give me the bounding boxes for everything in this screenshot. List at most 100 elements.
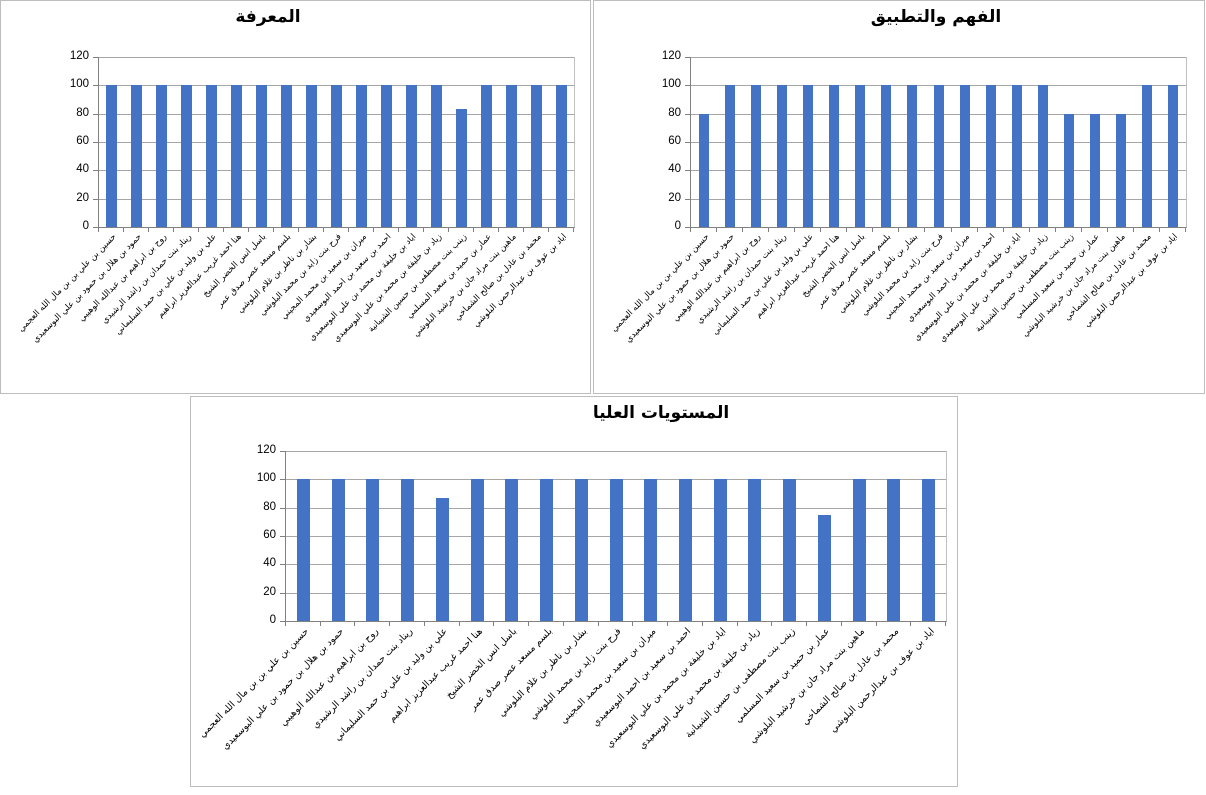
bar[interactable] — [456, 109, 467, 227]
bar[interactable] — [699, 113, 710, 227]
x-axis-tick — [690, 228, 691, 232]
bar[interactable] — [713, 479, 727, 621]
x-axis-tick — [248, 228, 249, 232]
bar[interactable] — [531, 85, 542, 227]
bar[interactable] — [206, 85, 217, 227]
bar[interactable] — [881, 85, 892, 227]
x-axis-tick — [123, 228, 124, 232]
x-axis-tick — [459, 622, 460, 626]
y-axis-label: 40 — [668, 163, 681, 175]
y-axis-tick — [280, 564, 285, 565]
y-axis-tick — [93, 85, 98, 86]
bar[interactable] — [106, 85, 117, 227]
bar[interactable] — [401, 479, 415, 621]
bar[interactable] — [331, 85, 342, 227]
y-axis-label: 80 — [668, 107, 681, 119]
x-axis-tick — [1003, 228, 1004, 232]
x-axis-tick — [398, 228, 399, 232]
bar[interactable] — [803, 85, 814, 227]
bar[interactable] — [481, 85, 492, 227]
bar[interactable] — [556, 85, 567, 227]
x-axis-tick — [1185, 228, 1186, 232]
bar[interactable] — [1011, 85, 1022, 227]
x-axis-tick — [794, 228, 795, 232]
bar[interactable] — [506, 85, 517, 227]
bar[interactable] — [922, 479, 936, 621]
bar[interactable] — [609, 479, 623, 621]
bar[interactable] — [1089, 113, 1100, 227]
y-axis-label: 20 — [76, 192, 89, 204]
x-axis-tick — [223, 228, 224, 232]
bar[interactable] — [406, 85, 417, 227]
y-axis-tick — [93, 199, 98, 200]
bar[interactable] — [181, 85, 192, 227]
y-axis-label: 20 — [668, 192, 681, 204]
bar[interactable] — [933, 85, 944, 227]
bar[interactable] — [985, 85, 996, 227]
bar[interactable] — [540, 479, 554, 621]
x-axis-tick — [768, 228, 769, 232]
bar[interactable] — [1037, 85, 1048, 227]
x-axis-tick — [771, 622, 772, 626]
bar[interactable] — [256, 85, 267, 227]
bar[interactable] — [296, 479, 310, 621]
chart-knowledge[interactable]: المعرفة 0 20 40 60 80 100 120 حسين بن علي بن بن… — [0, 0, 591, 394]
bar[interactable] — [431, 85, 442, 227]
bar[interactable] — [751, 85, 762, 227]
y-axis-tick — [280, 508, 285, 509]
x-axis-tick — [742, 228, 743, 232]
bar[interactable] — [470, 479, 484, 621]
plot-area — [98, 57, 575, 228]
bar[interactable] — [505, 479, 519, 621]
x-axis-tick — [977, 228, 978, 232]
y-axis-tick — [685, 114, 690, 115]
bar[interactable] — [644, 479, 658, 621]
bar[interactable] — [231, 85, 242, 227]
bar[interactable] — [959, 85, 970, 227]
x-axis-tick — [498, 228, 499, 232]
bar[interactable] — [777, 85, 788, 227]
bar[interactable] — [1115, 113, 1126, 227]
x-axis-tick — [846, 228, 847, 232]
x-axis-tick — [841, 622, 842, 626]
bar[interactable] — [783, 479, 797, 621]
y-axis-label: 0 — [269, 614, 276, 626]
y-axis-tick — [93, 170, 98, 171]
x-axis-tick — [1029, 228, 1030, 232]
bar[interactable] — [306, 85, 317, 227]
y-axis-tick — [93, 227, 98, 228]
y-axis-tick — [685, 170, 690, 171]
x-axis-tick — [148, 228, 149, 232]
bar[interactable] — [131, 85, 142, 227]
bar[interactable] — [855, 85, 866, 227]
bar[interactable] — [331, 479, 345, 621]
bar[interactable] — [852, 479, 866, 621]
bar[interactable] — [725, 85, 736, 227]
bar[interactable] — [356, 85, 367, 227]
bar[interactable] — [435, 497, 449, 621]
chart-comprehension-application[interactable]: الفهم والتطبيق 0 20 40 60 80 100 120 حسين بن عل… — [593, 0, 1205, 394]
x-axis-tick — [389, 622, 390, 626]
x-axis-tick — [285, 622, 286, 626]
bar[interactable] — [817, 514, 831, 621]
chart-higher-levels[interactable]: المستويات العليا 0 20 40 60 80 100 120 حسين بن … — [190, 396, 958, 787]
y-axis-label: 0 — [82, 220, 89, 232]
bar[interactable] — [1167, 85, 1178, 227]
bar[interactable] — [1141, 85, 1152, 227]
bar[interactable] — [678, 479, 692, 621]
x-axis-tick — [473, 228, 474, 232]
bar[interactable] — [281, 85, 292, 227]
bar[interactable] — [381, 85, 392, 227]
bar[interactable] — [156, 85, 167, 227]
bar[interactable] — [1063, 113, 1074, 227]
bar[interactable] — [829, 85, 840, 227]
y-axis-tick — [685, 142, 690, 143]
x-axis-tick — [702, 622, 703, 626]
x-axis-tick — [348, 228, 349, 232]
bar[interactable] — [887, 479, 901, 621]
bar[interactable] — [907, 85, 918, 227]
bar[interactable] — [748, 479, 762, 621]
bar[interactable] — [574, 479, 588, 621]
bar[interactable] — [366, 479, 380, 621]
y-axis-tick — [280, 479, 285, 480]
